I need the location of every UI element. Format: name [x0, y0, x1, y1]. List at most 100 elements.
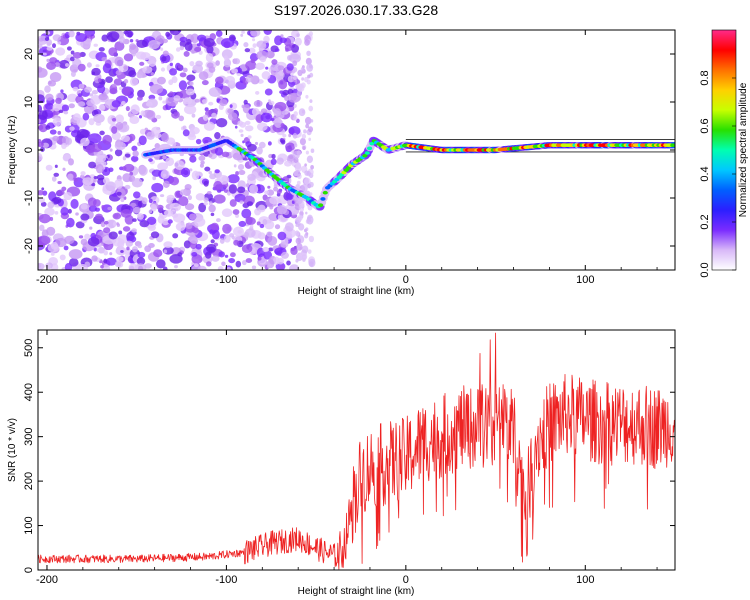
- spectrogram-blob: [67, 93, 78, 103]
- spectrogram-blob: [278, 79, 288, 90]
- spectrogram-blob: [115, 121, 124, 131]
- spectrogram-blob: [173, 111, 178, 117]
- spectrogram-blob: [46, 46, 53, 51]
- spectrogram-blob: [308, 258, 316, 268]
- spectrogram-blob: [243, 99, 248, 105]
- spectrogram-blob: [215, 60, 220, 66]
- spectrogram-blob: [60, 207, 69, 216]
- spectrogram-blob: [50, 252, 55, 256]
- spectrogram-blob: [45, 102, 54, 110]
- snr-background: [38, 330, 675, 570]
- spectrogram-blob: [42, 49, 47, 53]
- spectrogram-blob: [116, 222, 119, 226]
- spectrogram-blob: [250, 30, 261, 37]
- spectrogram-blob: [169, 91, 174, 97]
- spectrogram-blob: [260, 112, 273, 123]
- spectrogram-blob: [95, 164, 104, 174]
- spectrogram-blob: [121, 100, 126, 106]
- spectrogram-blob: [306, 50, 311, 57]
- spectrogram-blob: [226, 191, 231, 196]
- spectrogram-blob: [45, 31, 51, 35]
- spectrogram-blob: [309, 99, 313, 104]
- spectrogram-blob: [245, 216, 253, 225]
- spectrogram-blob: [183, 104, 197, 115]
- spectrogram-blob: [67, 158, 74, 166]
- spectrogram-blob: [256, 146, 263, 155]
- spectrogram-blob: [122, 156, 127, 161]
- spectrogram-blob: [155, 114, 162, 120]
- spectrogram-ytick-label: 0: [23, 147, 35, 153]
- spectrogram-blob: [77, 93, 83, 97]
- spectrogram-blob: [257, 232, 266, 240]
- spectrogram-blob: [52, 43, 57, 49]
- spectrogram-blob: [198, 50, 203, 55]
- spectrogram-blob: [63, 110, 69, 115]
- spectrogram-blob: [289, 264, 300, 270]
- spectrogram-blob: [40, 201, 47, 207]
- spectrogram-blob: [131, 49, 137, 57]
- spectrogram-blob: [272, 256, 280, 265]
- spectrogram-blob: [120, 250, 124, 254]
- spectrogram-blob: [223, 55, 229, 61]
- spectrogram-blob: [305, 150, 309, 155]
- spectrogram-blob: [305, 94, 309, 99]
- spectrogram-blob: [229, 104, 233, 108]
- spectrogram-blob: [103, 220, 109, 225]
- spectrogram-blob: [152, 176, 157, 181]
- spectrogram-blob: [237, 164, 245, 171]
- snr-ytick-label: 400: [23, 383, 35, 401]
- spectrogram-blob: [261, 71, 271, 80]
- spectrogram-blob: [213, 194, 226, 204]
- spectrogram-blob: [245, 60, 257, 70]
- spectrogram-blob: [293, 115, 298, 121]
- spectrogram-blob: [183, 240, 191, 249]
- spectrogram-blob: [61, 142, 67, 150]
- spectrogram-blob: [274, 48, 280, 52]
- spectrogram-blob: [38, 141, 44, 148]
- spectrogram-blob: [296, 180, 301, 186]
- colorbar-tick-label: 0.8: [699, 70, 711, 85]
- spectrogram-blob: [256, 221, 261, 226]
- spectrogram-blob: [162, 155, 167, 160]
- spectrogram-blob: [260, 108, 268, 114]
- spectrogram-blob: [308, 126, 314, 133]
- spectrogram-blob: [269, 196, 280, 205]
- spectrogram-blob: [266, 189, 275, 196]
- spectrogram-blob: [151, 182, 164, 193]
- spectrogram-blob: [295, 237, 302, 245]
- spectrogram-blob: [108, 231, 118, 240]
- spectrogram-blob: [213, 108, 219, 114]
- snr-ytick-label: 200: [23, 472, 35, 490]
- spectrogram-blob: [282, 133, 287, 138]
- spectrogram-blob: [241, 30, 245, 34]
- spectrogram-blob: [89, 226, 93, 230]
- spectrogram-blob: [80, 213, 90, 221]
- spectrogram-blob: [228, 184, 238, 194]
- spectrogram-blob: [297, 83, 305, 92]
- spectrogram-blob: [108, 47, 118, 57]
- spectrogram-blob: [301, 183, 308, 192]
- spectrogram-blob: [116, 256, 124, 263]
- spectrogram-blob: [292, 150, 300, 160]
- spectrogram-blob: [177, 30, 182, 33]
- spectrogram-blob: [135, 51, 147, 60]
- spectrogram-blob: [244, 48, 251, 53]
- colorbar-tick-label: 0.0: [699, 262, 711, 277]
- spectrogram-blob: [304, 163, 307, 167]
- spectrogram-blob: [153, 249, 163, 258]
- spectrogram-blob: [131, 246, 138, 253]
- spectrogram-blob: [227, 112, 238, 121]
- spectrogram-blob: [114, 178, 124, 189]
- spectrogram-blob: [308, 105, 314, 112]
- spectrogram-blob: [112, 212, 122, 220]
- spectrogram-blob: [268, 99, 271, 103]
- spectrogram-blob: [172, 233, 179, 239]
- spectrogram-blob: [174, 264, 178, 269]
- snr-ytick-label: 300: [23, 427, 35, 445]
- spectrogram-blob: [162, 100, 167, 104]
- spectrogram-blob: [180, 167, 191, 178]
- spectrogram-blob: [107, 206, 112, 211]
- spectrogram-blob: [46, 61, 57, 70]
- spectrogram-blob: [200, 160, 205, 165]
- spectrogram-blob: [119, 86, 123, 91]
